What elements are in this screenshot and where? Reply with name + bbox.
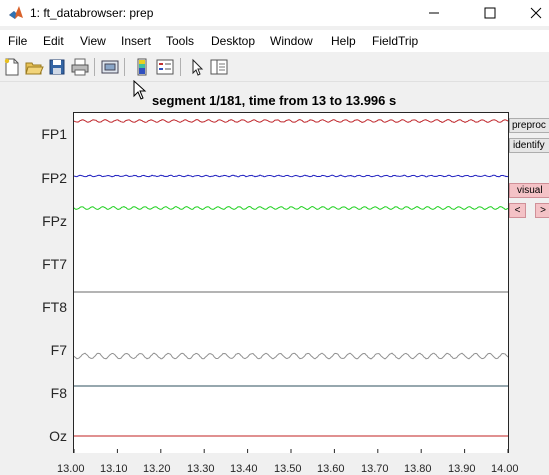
channel-label-fpz: FPz xyxy=(42,213,67,229)
print-preview-icon[interactable] xyxy=(100,57,120,77)
channel-label-oz: Oz xyxy=(49,428,67,444)
save-icon[interactable] xyxy=(47,57,67,77)
toolbar-separator xyxy=(180,58,181,76)
next-artifact-button[interactable]: > xyxy=(535,203,549,218)
minimize-button[interactable] xyxy=(411,0,457,26)
channel-label-fp1: FP1 xyxy=(41,126,67,142)
menu-bar: File Edit View Insert Tools Desktop Wind… xyxy=(0,30,549,52)
mouse-cursor-icon xyxy=(133,80,147,100)
menu-help[interactable]: Help xyxy=(331,34,356,48)
trace-fp2 xyxy=(74,174,508,178)
matlab-logo-icon xyxy=(9,6,23,19)
xtick-label: 13.20 xyxy=(143,463,171,475)
xtick-label: 13.30 xyxy=(187,463,215,475)
window-title: 1: ft_databrowser: prep xyxy=(30,6,154,20)
open-file-icon[interactable] xyxy=(24,57,44,77)
minimize-icon xyxy=(429,12,439,14)
colorbar-icon[interactable] xyxy=(132,57,152,77)
toolbar-separator xyxy=(124,58,125,76)
xtick-label: 13.70 xyxy=(361,463,389,475)
xtick-label: 13.80 xyxy=(404,463,432,475)
xtick-label: 13.90 xyxy=(448,463,476,475)
menu-desktop[interactable]: Desktop xyxy=(211,34,256,48)
prev-artifact-button[interactable]: < xyxy=(509,203,526,218)
title-bar: 1: ft_databrowser: prep xyxy=(0,0,549,26)
xtick-label: 13.40 xyxy=(230,463,258,475)
toolbar xyxy=(0,53,549,82)
menu-file[interactable]: File xyxy=(8,34,28,48)
identify-button[interactable]: identify xyxy=(509,138,549,153)
menu-edit[interactable]: Edit xyxy=(43,34,64,48)
edit-plot-icon[interactable] xyxy=(187,57,207,77)
menu-view[interactable]: View xyxy=(80,34,106,48)
channel-label-ft8: FT8 xyxy=(42,299,67,315)
channel-label-f8: F8 xyxy=(50,385,67,401)
xtick-label: 14.00 xyxy=(491,463,519,475)
menu-insert[interactable]: Insert xyxy=(121,34,152,48)
xtick-label: 13.10 xyxy=(100,463,128,475)
new-figure-icon[interactable] xyxy=(2,57,22,77)
trace-fp1 xyxy=(74,119,508,123)
legend-icon[interactable] xyxy=(155,57,175,77)
close-icon xyxy=(530,7,542,19)
menu-tools[interactable]: Tools xyxy=(166,34,195,48)
xtick-label: 13.60 xyxy=(317,463,345,475)
maximize-button[interactable] xyxy=(467,0,513,26)
menu-fieldtrip[interactable]: FieldTrip xyxy=(372,34,419,48)
preproc-button[interactable]: preproc xyxy=(509,118,549,133)
channel-label-ft7: FT7 xyxy=(42,256,67,272)
trace-fpz xyxy=(74,205,508,211)
close-button[interactable] xyxy=(513,0,549,26)
xtick-label: 13.50 xyxy=(274,463,302,475)
eeg-traces xyxy=(74,119,508,453)
visual-artifact-button[interactable]: visual xyxy=(509,183,549,198)
menu-window[interactable]: Window xyxy=(270,34,313,48)
xtick-label: 13.00 xyxy=(57,463,85,475)
plot-axes[interactable] xyxy=(73,112,509,453)
channel-label-f7: F7 xyxy=(50,342,67,358)
toolbar-separator xyxy=(94,58,95,76)
maximize-icon xyxy=(484,7,496,19)
property-inspector-icon[interactable] xyxy=(209,57,229,77)
trace-f7 xyxy=(74,352,508,360)
plot-title: segment 1/181, time from 13 to 13.996 s xyxy=(152,93,397,108)
print-icon[interactable] xyxy=(70,57,90,77)
channel-label-fp2: FP2 xyxy=(41,170,67,186)
